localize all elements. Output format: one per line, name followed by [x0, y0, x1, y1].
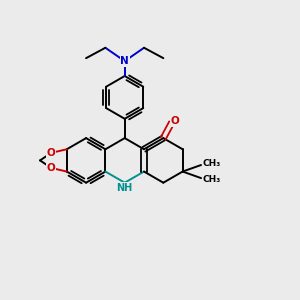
- Text: NH: NH: [117, 183, 133, 193]
- Text: N: N: [120, 56, 129, 66]
- Text: O: O: [47, 148, 56, 158]
- Text: O: O: [47, 163, 56, 173]
- Text: O: O: [171, 116, 180, 126]
- Text: CH₃: CH₃: [202, 175, 220, 184]
- Text: CH₃: CH₃: [202, 159, 220, 168]
